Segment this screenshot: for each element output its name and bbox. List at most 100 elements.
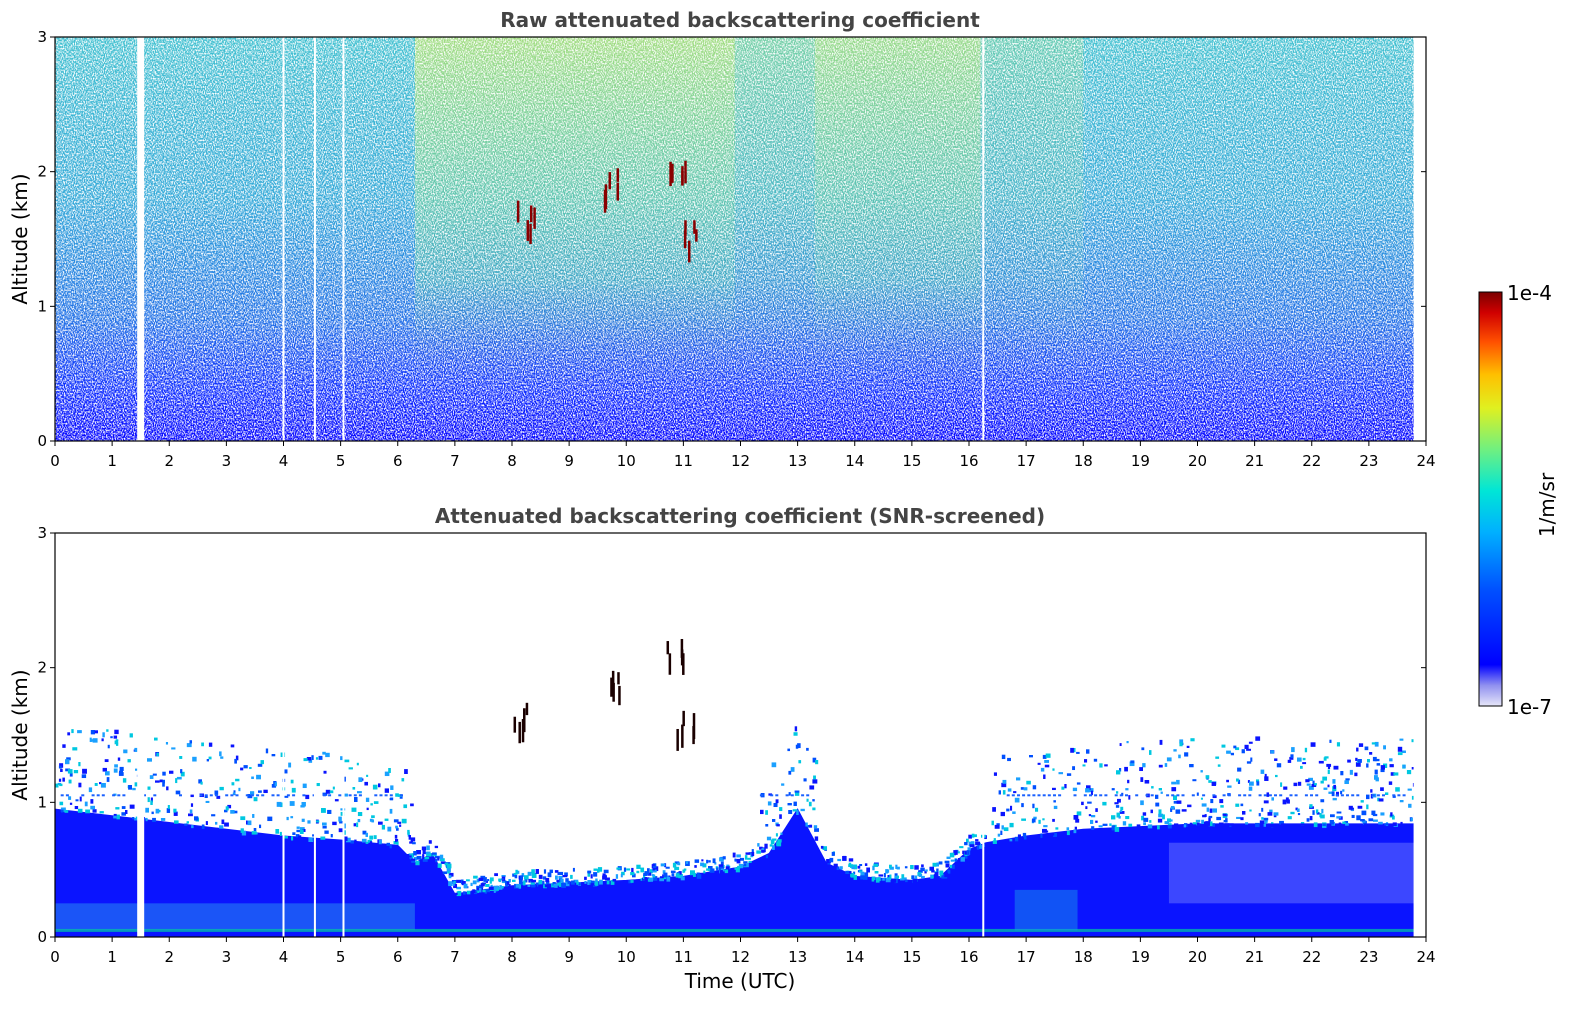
noise-return (1209, 808, 1213, 813)
noise-return (1329, 739, 1332, 743)
noise-return (803, 778, 807, 782)
noise-return (1360, 800, 1364, 803)
noise-return (121, 812, 126, 816)
noise-return (114, 764, 118, 768)
noise-return (1043, 825, 1048, 828)
noise-return (134, 782, 138, 787)
noise-return (1211, 782, 1217, 786)
noise-return (191, 825, 194, 829)
noise-return (1402, 764, 1406, 769)
noise-return (1389, 764, 1394, 768)
noise-return (1090, 790, 1093, 796)
noise-return (938, 861, 943, 865)
noise-return (1392, 815, 1395, 820)
noise-return (110, 736, 113, 739)
noise-return (1095, 808, 1098, 812)
x-tick-label: 14 (845, 452, 864, 470)
noise-return (64, 810, 69, 813)
noise-return (1215, 756, 1220, 759)
noise-return (644, 871, 650, 875)
noise-return (68, 779, 72, 784)
noise-return (1302, 762, 1307, 765)
noise-return (205, 821, 208, 825)
noise-return (389, 794, 393, 797)
noise-return (1151, 786, 1154, 789)
noise-return (114, 729, 119, 735)
noise-return (1009, 822, 1014, 828)
noise-return (508, 879, 511, 883)
noise-return (538, 883, 543, 889)
noise-return (62, 777, 65, 782)
noise-return (69, 802, 73, 805)
noise-return (1270, 823, 1276, 828)
noise-return (339, 820, 343, 824)
noise-return (189, 740, 193, 744)
noise-return (466, 890, 471, 895)
noise-return (1006, 794, 1010, 797)
noise-return (252, 814, 255, 818)
noise-return (1158, 809, 1162, 815)
noise-return (499, 885, 502, 888)
noise-return (1328, 791, 1333, 794)
noise-return (896, 866, 900, 870)
noise-return (1371, 794, 1375, 797)
noise-return (62, 744, 66, 748)
noise-return (931, 869, 935, 873)
noise-return (389, 844, 392, 849)
noise-return (1170, 806, 1175, 809)
noise-return (66, 757, 71, 761)
end-gap (1414, 533, 1426, 937)
noise-return (1351, 808, 1354, 812)
noise-return (334, 799, 339, 802)
noise-return (732, 852, 736, 858)
noise-return (206, 759, 210, 762)
noise-return (712, 858, 716, 864)
noise-return (773, 803, 778, 808)
noise-return (179, 794, 182, 797)
feature-streak (529, 223, 532, 245)
noise-return (1022, 794, 1026, 797)
noise-return (994, 824, 1000, 829)
noise-return (1342, 789, 1345, 792)
noise-return (1114, 827, 1120, 832)
noise-return (1244, 744, 1249, 749)
noise-return (708, 866, 713, 871)
noise-return (101, 794, 105, 797)
noise-return (866, 867, 871, 873)
x-tick-label: 21 (1245, 452, 1264, 470)
noise-return (448, 881, 453, 887)
noise-return (902, 877, 907, 880)
noise-return (1094, 794, 1098, 797)
noise-return (597, 867, 603, 872)
noise-return (593, 872, 598, 877)
noise-return (1275, 774, 1278, 778)
noise-return (1283, 786, 1288, 790)
noise-return (1304, 747, 1308, 753)
noise-return (1168, 825, 1172, 829)
noise-return (620, 873, 623, 878)
noise-return (344, 836, 348, 841)
noise-return (544, 884, 549, 888)
noise-return (292, 832, 296, 836)
noise-return (1155, 794, 1159, 799)
noise-return (1235, 803, 1240, 807)
noise-return (1226, 779, 1229, 783)
noise-return (1053, 805, 1058, 810)
noise-return (1200, 770, 1203, 773)
noise-return (105, 771, 110, 776)
noise-return (1195, 819, 1201, 823)
noise-return (1076, 751, 1080, 754)
noise-return (887, 875, 890, 878)
noise-return (425, 851, 428, 855)
noise-return (295, 834, 300, 838)
noise-return (1111, 825, 1116, 831)
noise-return (1342, 821, 1346, 825)
noise-return (872, 877, 876, 881)
noise-return (939, 872, 943, 878)
noise-return (736, 858, 741, 864)
noise-return (393, 819, 399, 823)
noise-return (878, 874, 884, 877)
noise-return (542, 876, 547, 880)
data-gap (282, 37, 285, 441)
noise-return (1099, 794, 1103, 797)
